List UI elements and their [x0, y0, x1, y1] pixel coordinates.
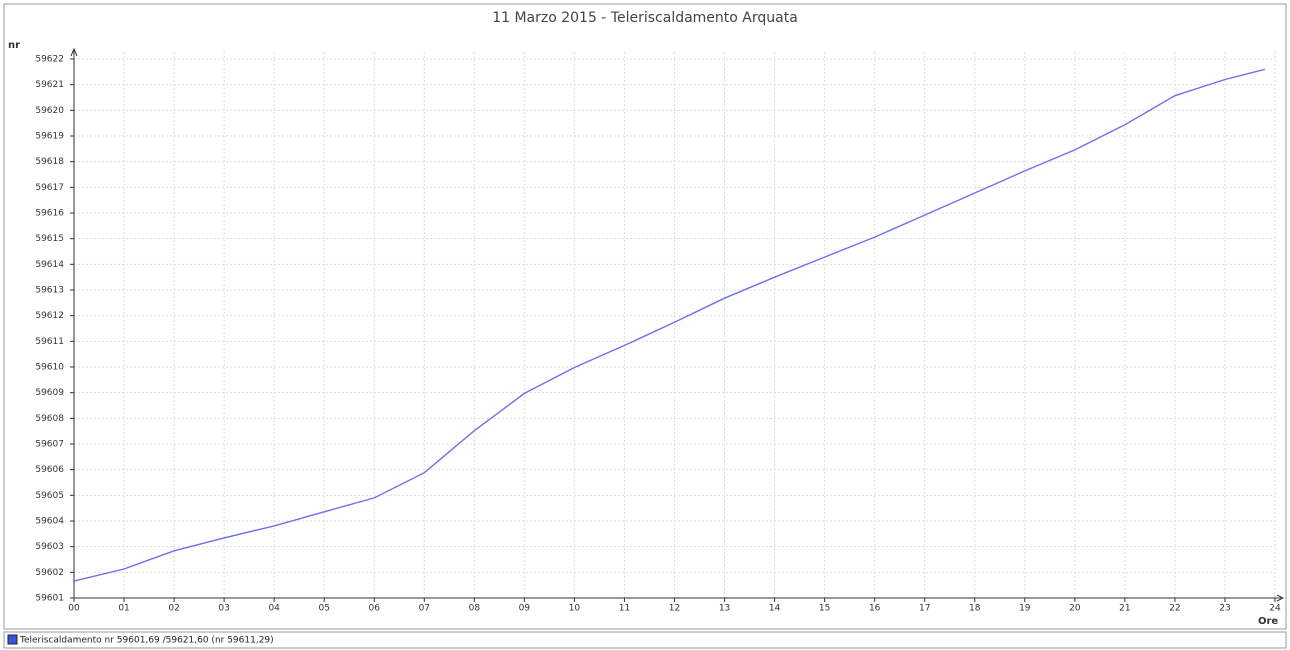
x-tick-label: 12 [669, 604, 680, 614]
y-tick-label: 59610 [35, 363, 64, 373]
y-tick-label: 59622 [35, 55, 64, 65]
x-tick-label: 02 [168, 604, 179, 614]
y-tick-label: 59615 [35, 234, 64, 244]
y-tick-label: 59621 [35, 80, 64, 90]
y-tick-label: 59614 [35, 260, 64, 270]
y-axis-label: nr [8, 40, 20, 51]
chart-frame [3, 3, 1287, 630]
y-tick-label: 59617 [35, 183, 64, 193]
x-tick-label: 16 [869, 604, 881, 614]
y-tick-label: 59612 [35, 311, 64, 321]
x-tick-label: 13 [719, 604, 730, 614]
x-tick-label: 04 [268, 604, 280, 614]
y-tick-label: 59606 [35, 465, 64, 475]
x-tick-label: 21 [1119, 604, 1130, 614]
chart-title: 11 Marzo 2015 - Teleriscaldamento Arquat… [492, 10, 798, 26]
x-tick-label: 22 [1169, 604, 1180, 614]
y-tick-label: 59608 [35, 414, 64, 424]
y-tick-label: 59619 [35, 132, 64, 142]
legend-box [3, 631, 1287, 649]
x-tick-label: 18 [969, 604, 981, 614]
y-tick-label: 59607 [35, 440, 64, 450]
x-tick-label: 14 [769, 604, 781, 614]
x-tick-label: 20 [1069, 604, 1081, 614]
x-tick-label: 19 [1019, 604, 1031, 614]
y-tick-label: 59602 [35, 568, 64, 578]
x-tick-label: 24 [1269, 604, 1281, 614]
y-tick-label: 59618 [35, 157, 64, 167]
x-tick-label: 11 [619, 604, 630, 614]
x-tick-label: 06 [369, 604, 381, 614]
y-tick-label: 59613 [35, 286, 64, 296]
legend-swatch [7, 634, 18, 645]
x-tick-label: 15 [819, 604, 830, 614]
x-tick-label: 05 [318, 604, 329, 614]
y-axis-arrow [70, 47, 78, 57]
x-tick-label: 01 [118, 604, 129, 614]
x-axis-arrow [1276, 594, 1285, 602]
x-tick-label: 23 [1219, 604, 1230, 614]
y-tick-label: 59616 [35, 209, 64, 219]
y-tick-label: 59611 [35, 337, 64, 347]
x-axis-label: Ore [1258, 616, 1278, 627]
y-tick-label: 59620 [35, 106, 64, 116]
x-tick-label: 00 [68, 604, 80, 614]
x-tick-label: 07 [419, 604, 430, 614]
data-line [73, 68, 1266, 582]
y-tick-label: 59605 [35, 491, 64, 501]
legend-text: Teleriscaldamento nr 59601,69 /59621,60 … [19, 636, 274, 646]
x-tick-label: 09 [519, 604, 531, 614]
y-tick-label: 59604 [35, 517, 64, 527]
y-tick-label: 59609 [35, 388, 64, 398]
x-tick-label: 10 [569, 604, 581, 614]
y-tick-label: 59601 [35, 594, 64, 604]
x-tick-label: 17 [919, 604, 930, 614]
x-tick-label: 08 [469, 604, 481, 614]
x-tick-label: 03 [218, 604, 229, 614]
y-tick-label: 59603 [35, 542, 64, 552]
